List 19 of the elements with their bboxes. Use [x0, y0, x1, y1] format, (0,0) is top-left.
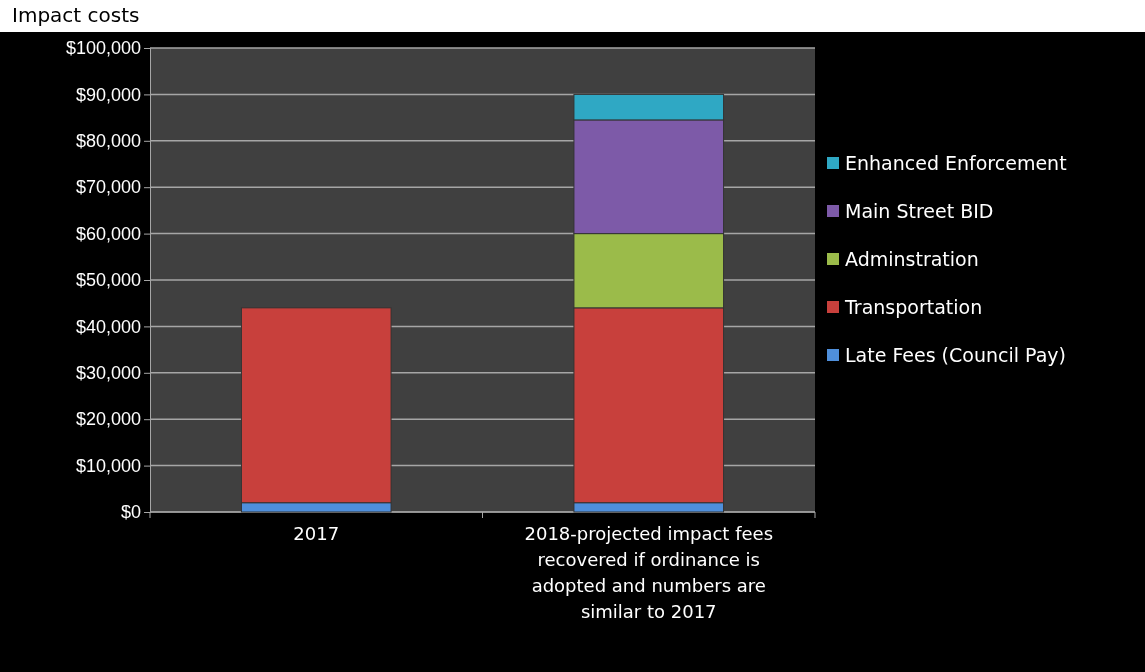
legend-label: Enhanced Enforcement — [845, 152, 1067, 174]
legend-label: Late Fees (Council Pay) — [845, 344, 1066, 366]
y-tick-label: $50,000 — [75, 270, 141, 291]
y-tick-label: $0 — [120, 502, 141, 523]
legend-label: Main Street BID — [845, 200, 994, 222]
legend-label: Transportation — [844, 296, 983, 318]
x-tick-label: 2017 — [293, 523, 340, 544]
y-tick-label: $80,000 — [75, 131, 141, 152]
y-tick-label: $40,000 — [75, 316, 141, 337]
chart-title: Impact costs — [12, 3, 140, 27]
y-tick-label: $60,000 — [75, 223, 141, 244]
x-tick-label: 2018-projected impact fees recovered if ordinance is adopted and numbers are similar to 2017 — [524, 523, 774, 622]
y-tick-label: $20,000 — [75, 409, 141, 430]
y-tick-label: $10,000 — [75, 455, 141, 476]
legend-label: Adminstration — [845, 248, 979, 270]
y-tick-label: $30,000 — [75, 363, 141, 384]
y-tick-label: $100,000 — [65, 38, 141, 59]
y-tick-label: $70,000 — [75, 177, 141, 198]
y-tick-label: $90,000 — [75, 84, 141, 105]
